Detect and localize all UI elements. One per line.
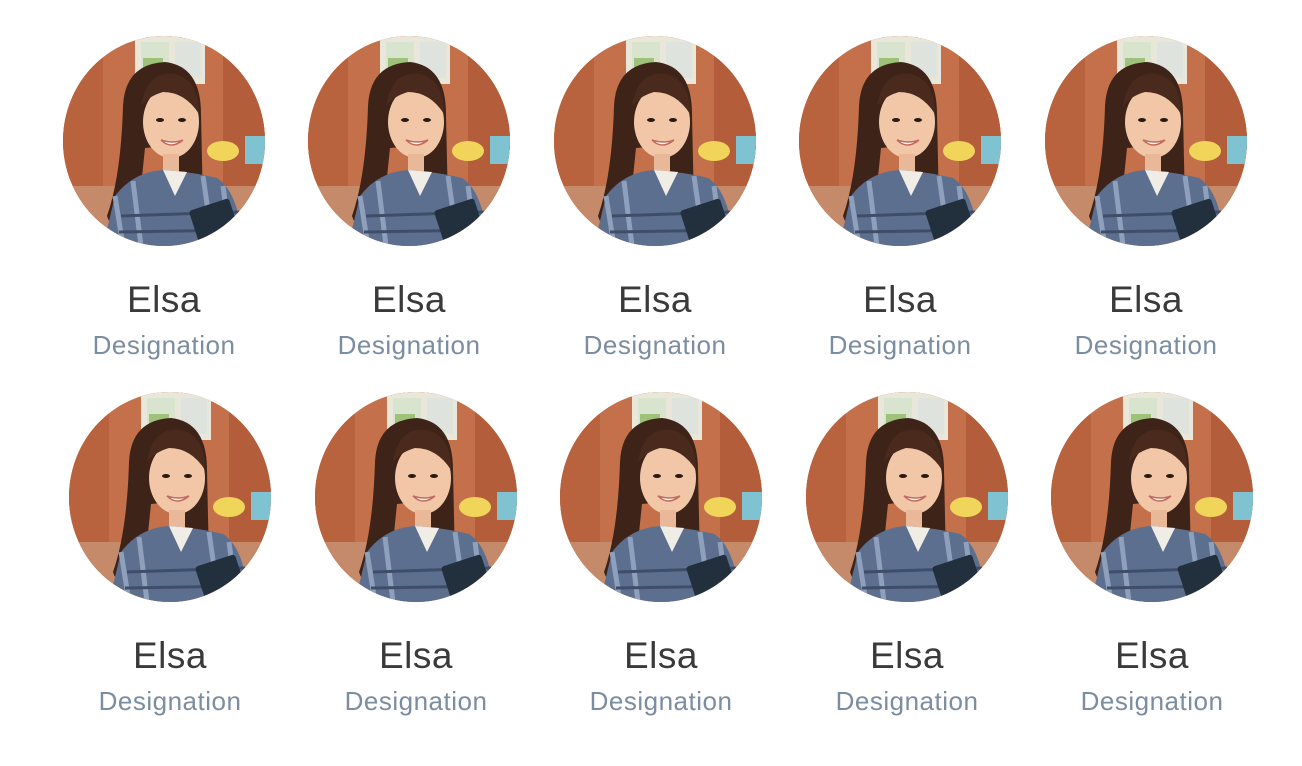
team-member-card: Elsa Designation (785, 36, 1015, 360)
member-name: Elsa (792, 636, 1022, 676)
member-name: Elsa (55, 636, 285, 676)
portrait-illustration (1051, 392, 1253, 602)
member-name: Elsa (1037, 636, 1267, 676)
portrait-illustration (63, 36, 265, 246)
team-member-card: Elsa Designation (546, 392, 776, 716)
member-photo (554, 36, 756, 246)
portrait-illustration (308, 36, 510, 246)
member-photo (1051, 392, 1253, 602)
team-member-card: Elsa Designation (1031, 36, 1261, 360)
member-designation: Designation (49, 330, 279, 360)
member-name: Elsa (294, 280, 524, 320)
team-member-card: Elsa Designation (792, 392, 1022, 716)
member-designation: Designation (540, 330, 770, 360)
team-member-card: Elsa Designation (1037, 392, 1267, 716)
member-designation: Designation (785, 330, 1015, 360)
portrait-illustration (806, 392, 1008, 602)
team-member-card: Elsa Designation (540, 36, 770, 360)
portrait-illustration (1045, 36, 1247, 246)
team-member-card: Elsa Designation (301, 392, 531, 716)
member-name: Elsa (1031, 280, 1261, 320)
member-name: Elsa (785, 280, 1015, 320)
member-designation: Designation (792, 686, 1022, 716)
member-name: Elsa (540, 280, 770, 320)
member-photo (560, 392, 762, 602)
team-member-card: Elsa Designation (49, 36, 279, 360)
portrait-illustration (799, 36, 1001, 246)
member-designation: Designation (1037, 686, 1267, 716)
member-name: Elsa (546, 636, 776, 676)
member-photo (63, 36, 265, 246)
portrait-illustration (69, 392, 271, 602)
member-photo (69, 392, 271, 602)
member-designation: Designation (294, 330, 524, 360)
portrait-illustration (315, 392, 517, 602)
member-photo (799, 36, 1001, 246)
portrait-illustration (560, 392, 762, 602)
member-name: Elsa (301, 636, 531, 676)
member-photo (315, 392, 517, 602)
member-photo (806, 392, 1008, 602)
member-designation: Designation (301, 686, 531, 716)
member-photo (1045, 36, 1247, 246)
member-designation: Designation (546, 686, 776, 716)
member-designation: Designation (1031, 330, 1261, 360)
member-photo (308, 36, 510, 246)
member-name: Elsa (49, 280, 279, 320)
portrait-illustration (554, 36, 756, 246)
team-member-card: Elsa Designation (294, 36, 524, 360)
team-member-card: Elsa Designation (55, 392, 285, 716)
member-designation: Designation (55, 686, 285, 716)
